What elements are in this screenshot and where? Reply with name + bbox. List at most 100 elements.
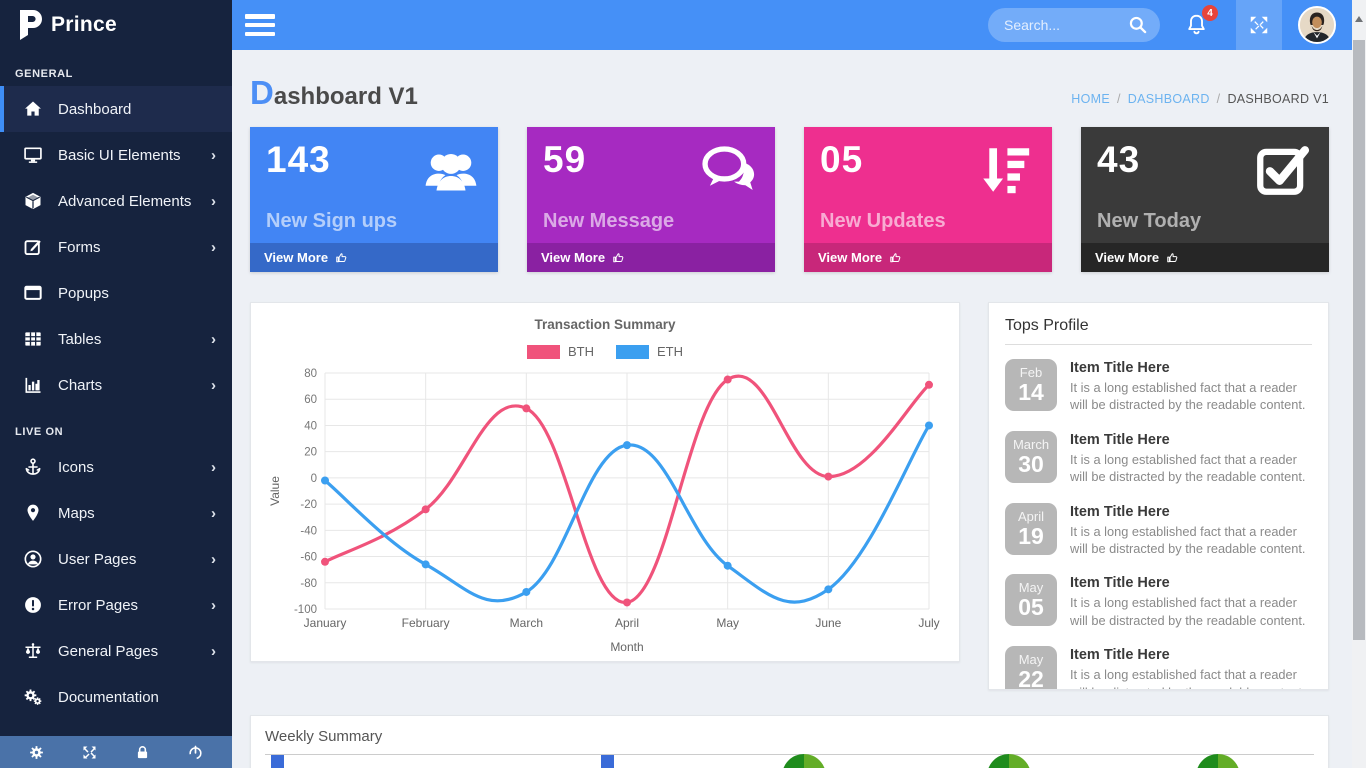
weekly-bar-chart-fragment bbox=[271, 755, 284, 768]
breadcrumb-home[interactable]: HOME bbox=[1071, 92, 1110, 106]
weekly-summary-title: Weekly Summary bbox=[265, 728, 1314, 755]
stat-label: New Updates bbox=[820, 210, 946, 232]
gear-icon bbox=[30, 745, 43, 759]
sidebar-item-error-pages[interactable]: Error Pages › bbox=[0, 582, 232, 628]
item-description: It is a long established fact that a rea… bbox=[1070, 380, 1306, 413]
sidebar-item-icons[interactable]: Icons › bbox=[0, 444, 232, 490]
sidebar-item-maps[interactable]: Maps › bbox=[0, 490, 232, 536]
thumbs-up-icon bbox=[890, 252, 901, 262]
scale-icon bbox=[22, 641, 43, 662]
date-badge: May 05 bbox=[1005, 574, 1057, 627]
breadcrumb-separator: / bbox=[1117, 92, 1121, 106]
sidebar-item-dashboard[interactable]: Dashboard bbox=[0, 86, 232, 132]
sidebar-item-charts[interactable]: Charts › bbox=[0, 362, 232, 408]
thumbs-up-icon bbox=[336, 252, 347, 262]
sidebar-item-label: Dashboard bbox=[58, 100, 132, 118]
svg-text:-40: -40 bbox=[300, 525, 317, 537]
sidebar-item-popups[interactable]: Popups bbox=[0, 270, 232, 316]
svg-text:March: March bbox=[510, 616, 543, 630]
sort-list-icon bbox=[983, 148, 1030, 194]
svg-text:0: 0 bbox=[311, 473, 317, 485]
svg-text:June: June bbox=[815, 616, 841, 630]
check-square-icon bbox=[1251, 141, 1313, 199]
bar-chart-icon bbox=[22, 375, 43, 396]
profile-list-item[interactable]: April 19 Item Title Here It is a long estab… bbox=[1005, 502, 1312, 558]
chevron-right-icon: › bbox=[211, 238, 216, 256]
sidebar-item-documentation[interactable]: Documentation bbox=[0, 674, 232, 720]
chart-legend: BTH ETH bbox=[251, 344, 959, 359]
item-description: It is a long established fact that a rea… bbox=[1070, 595, 1306, 628]
view-more-button[interactable]: View More bbox=[527, 243, 775, 272]
hamburger-menu-icon[interactable] bbox=[245, 14, 275, 36]
weekly-donut-chart-fragment bbox=[782, 754, 826, 768]
lock-icon[interactable] bbox=[134, 744, 151, 761]
date-badge: March 30 bbox=[1005, 430, 1057, 483]
window-icon bbox=[22, 283, 43, 304]
svg-text:May: May bbox=[716, 616, 739, 630]
stats-row: 143 New Sign ups View More 59 New Message Vie… bbox=[250, 127, 1329, 272]
item-description: It is a long established fact that a rea… bbox=[1070, 451, 1306, 485]
breadcrumb-dashboard[interactable]: DASHBOARD bbox=[1127, 92, 1210, 106]
svg-text:60: 60 bbox=[304, 394, 317, 406]
chat-icon bbox=[697, 141, 759, 199]
sidebar-item-forms[interactable]: Forms › bbox=[0, 224, 232, 270]
expand-icon bbox=[1250, 16, 1268, 34]
user-circle-icon bbox=[22, 549, 43, 570]
brand-name: Prince bbox=[51, 13, 117, 36]
sidebar-item-user-pages[interactable]: User Pages › bbox=[0, 536, 232, 582]
scrollbar-thumb[interactable] bbox=[1353, 40, 1365, 640]
user-avatar[interactable] bbox=[1298, 6, 1336, 44]
legend-item-eth[interactable]: ETH bbox=[616, 344, 683, 359]
sidebar-item-advanced-elements[interactable]: Advanced Elements › bbox=[0, 178, 232, 224]
chevron-right-icon: › bbox=[211, 550, 216, 568]
chevron-right-icon: › bbox=[211, 330, 216, 348]
sidebar-item-label: User Pages bbox=[58, 550, 137, 568]
expand-icon[interactable] bbox=[81, 744, 98, 761]
cube-icon bbox=[25, 192, 40, 210]
view-more-button[interactable]: View More bbox=[1081, 243, 1329, 272]
scale-icon bbox=[25, 643, 40, 658]
svg-text:20: 20 bbox=[304, 447, 317, 459]
sidebar-item-tables[interactable]: Tables › bbox=[0, 316, 232, 362]
gear-icon[interactable] bbox=[28, 744, 45, 761]
map-pin-icon bbox=[27, 504, 38, 521]
power-icon[interactable] bbox=[187, 744, 204, 761]
stat-value: 05 bbox=[820, 139, 864, 180]
sidebar-item-label: Icons bbox=[58, 458, 94, 476]
breadcrumb: HOME / DASHBOARD / DASHBOARD V1 bbox=[1071, 92, 1329, 112]
profile-list-item[interactable]: March 30 Item Title Here It is a long estab… bbox=[1005, 430, 1312, 486]
fullscreen-button[interactable] bbox=[1236, 0, 1282, 50]
table-icon bbox=[24, 332, 41, 346]
search-icon[interactable] bbox=[1128, 15, 1148, 35]
svg-text:February: February bbox=[402, 616, 450, 630]
sidebar-section-label: GENERAL bbox=[15, 68, 73, 80]
profile-list-item[interactable]: May 22 Item Title Here It is a long establi… bbox=[1005, 646, 1312, 689]
home-icon bbox=[22, 99, 43, 120]
scrollbar-up-arrow[interactable] bbox=[1355, 16, 1363, 22]
sidebar-item-basic-ui-elements[interactable]: Basic UI Elements › bbox=[0, 132, 232, 178]
sidebar-item-general-pages[interactable]: General Pages › bbox=[0, 628, 232, 674]
view-more-button[interactable]: View More bbox=[250, 243, 498, 272]
notifications-button[interactable]: 4 bbox=[1184, 5, 1218, 39]
sidebar-item-label: Maps bbox=[58, 504, 95, 522]
sort-list-icon bbox=[974, 141, 1036, 199]
item-title: Item Title Here bbox=[1070, 360, 1170, 376]
check-square-icon bbox=[1257, 146, 1310, 195]
legend-item-bth[interactable]: BTH bbox=[527, 344, 594, 359]
user-circle-icon bbox=[24, 550, 41, 568]
profile-list-item[interactable]: Feb 14 Item Title Here It is a long establi… bbox=[1005, 359, 1312, 414]
profile-list-item[interactable]: May 05 Item Title Here It is a long establi… bbox=[1005, 574, 1312, 629]
tops-profile-title: Tops Profile bbox=[1005, 317, 1312, 345]
item-description: It is a long established fact that a rea… bbox=[1070, 523, 1306, 556]
stat-card-new-updates: 05 New Updates View More bbox=[804, 127, 1052, 272]
view-more-button[interactable]: View More bbox=[804, 243, 1052, 272]
lock-icon bbox=[137, 745, 148, 758]
brand-logo[interactable]: Prince bbox=[0, 0, 232, 50]
sidebar-item-label: Charts bbox=[58, 376, 103, 394]
legend-label: BTH bbox=[568, 344, 594, 359]
tops-profile-list: Feb 14 Item Title Here It is a long establi… bbox=[1005, 359, 1312, 689]
sidebar-item-label: Documentation bbox=[58, 688, 159, 706]
table-icon bbox=[22, 329, 43, 350]
